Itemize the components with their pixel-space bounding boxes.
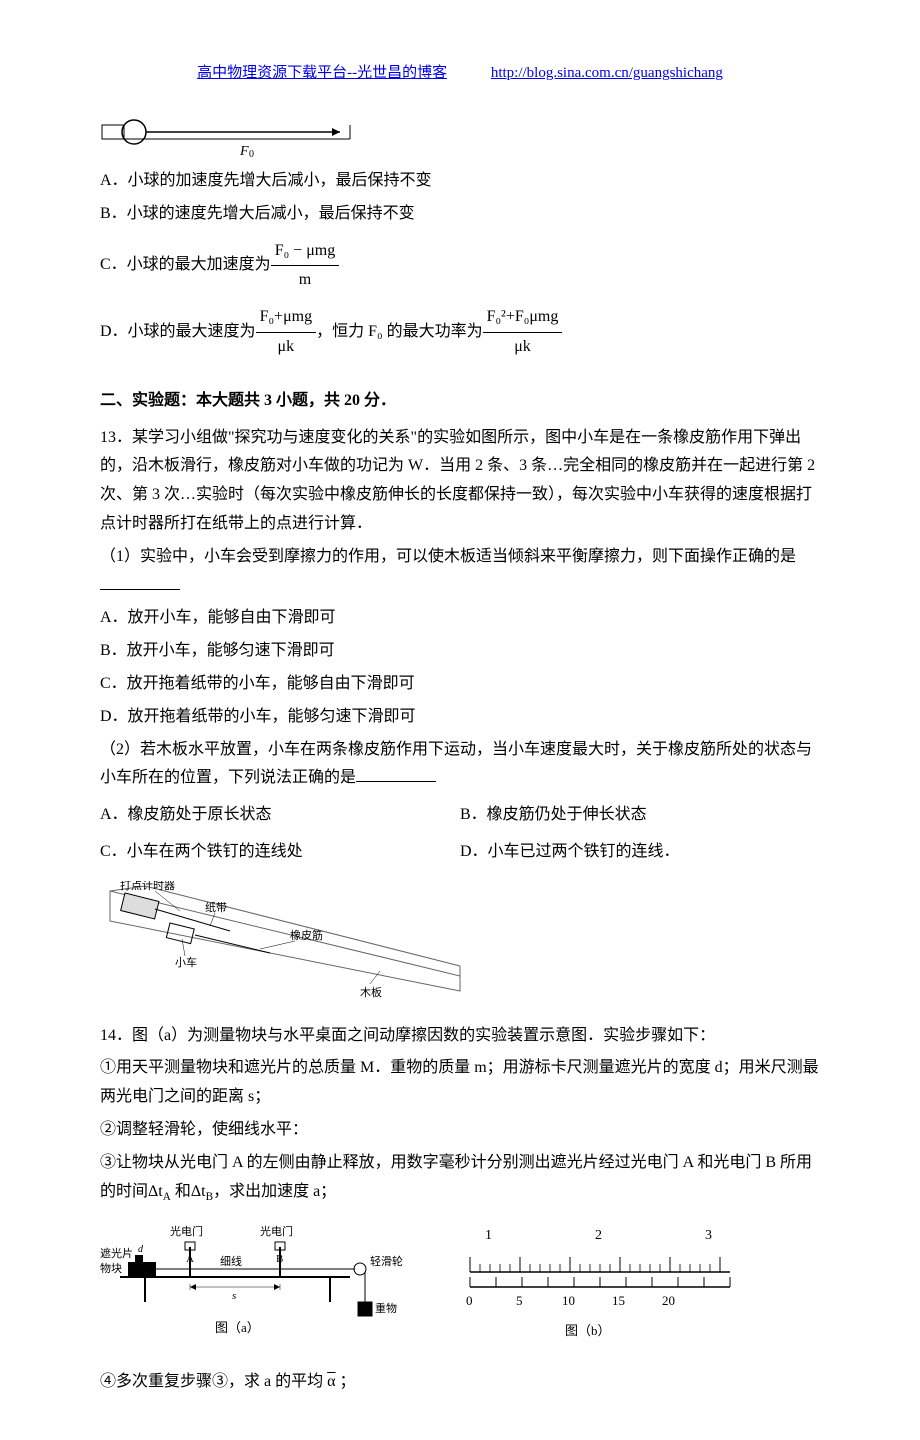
svg-text:物块: 物块 [100, 1261, 122, 1275]
option-C-prefix: C．小球的最大加速度为 [100, 251, 271, 280]
q13-option-B2: B．橡皮筋仍处于伸长状态 [460, 801, 820, 830]
svg-text:0: 0 [249, 149, 254, 157]
header-link-left[interactable]: 高中物理资源下载平台--光世昌的博客 [197, 65, 447, 81]
svg-text:图（b）: 图（b） [565, 1323, 611, 1338]
page-header: 高中物理资源下载平台--光世昌的博客 http://blog.sina.com.… [100, 60, 820, 87]
svg-text:光电门: 光电门 [260, 1224, 293, 1238]
svg-text:B: B [276, 1253, 283, 1265]
q13-part1-prefix: （1）实验中，小车会受到摩擦力的作用，可以使木板适当倾斜来平衡摩擦力，则下面操作… [100, 548, 796, 565]
q13-option-C2: C．小车在两个铁钉的连线处 [100, 838, 460, 867]
q13-option-A2: A．橡皮筋处于原长状态 [100, 801, 460, 830]
q14-step4: ④多次重复步骤③，求 a 的平均 α ； [100, 1368, 820, 1397]
q14-step4-alpha: α [327, 1373, 335, 1390]
option-D-prefix: D．小球的最大速度为 [100, 318, 256, 347]
diagram-b: 1 2 3 0 5 10 15 20 图（b） [450, 1217, 750, 1358]
q13-part1: （1）实验中，小车会受到摩擦力的作用，可以使木板适当倾斜来平衡摩擦力，则下面操作… [100, 543, 820, 601]
label-rubber: 橡皮筋 [290, 928, 323, 942]
svg-text:20: 20 [662, 1293, 675, 1308]
force-diagram: F 0 [100, 117, 820, 157]
option-C-fraction: F₀ − μmg m [271, 237, 340, 296]
label-board: 木板 [360, 985, 382, 999]
q14-step4-prefix: ④多次重复步骤③，求 a 的平均 [100, 1373, 323, 1390]
option-C: C．小球的最大加速度为 F₀ − μmg m [100, 237, 820, 296]
q13-part2-prefix: （2）若木板水平放置，小车在两条橡皮筋作用下运动，当小车速度最大时，关于橡皮筋所… [100, 741, 812, 787]
q13-option-D: D．放开拖着纸带的小车，能够匀速下滑即可 [100, 703, 820, 732]
option-A: A．小球的加速度先增大后减小，最后保持不变 [100, 167, 820, 196]
svg-text:15: 15 [612, 1293, 625, 1308]
svg-text:A: A [186, 1253, 194, 1265]
experiment-diagrams: 遮光片 物块 光电门 A 光电门 B 细线 轻滑轮 重物 d s 图（a） [100, 1217, 820, 1358]
q14-stem: 14．图（a）为测量物块与水平桌面之间动摩擦因数的实验装置示意图．实验步骤如下： [100, 1022, 820, 1051]
q14-step3-text: ③让物块从光电门 A 的左侧由静止释放，用数字毫秒计分别测出遮光片经过光电门 A… [100, 1154, 812, 1200]
svg-text:F: F [239, 144, 249, 157]
option-D-fraction1: F₀+μmg μk [256, 303, 317, 362]
label-tape: 纸带 [205, 901, 227, 914]
option-B: B．小球的速度先增大后减小，最后保持不变 [100, 200, 820, 229]
svg-text:光电门: 光电门 [170, 1224, 203, 1238]
option-D-fraction2: F₀²+F₀μmg μk [483, 303, 563, 362]
header-link-right[interactable]: http://blog.sina.com.cn/guangshichang [491, 65, 723, 81]
q13-stem: 13．某学习小组做"探究功与速度变化的关系"的实验如图所示，图中小车是在一条橡皮… [100, 424, 820, 539]
q14-step4-end: ； [340, 1373, 356, 1390]
svg-text:1: 1 [485, 1228, 492, 1243]
svg-text:轻滑轮: 轻滑轮 [370, 1254, 403, 1268]
blank-2 [356, 781, 436, 782]
svg-text:图（a）: 图（a） [215, 1320, 260, 1335]
svg-text:细线: 细线 [220, 1254, 242, 1268]
q13-option-D2: D．小车已过两个铁钉的连线． [460, 838, 820, 867]
q14-step1: ①用天平测量物块和遮光片的总质量 M．重物的质量 m；用游标卡尺测量遮光片的宽度… [100, 1054, 820, 1112]
option-D-mid: ，恒力 F₀ 的最大功率为 [316, 318, 482, 347]
label-timer: 打点计时器 [120, 881, 175, 892]
q14-step3: ③让物块从光电门 A 的左侧由静止释放，用数字毫秒计分别测出遮光片经过光电门 A… [100, 1149, 820, 1207]
svg-text:d: d [138, 1244, 144, 1255]
q13-option-C: C．放开拖着纸带的小车，能够自由下滑即可 [100, 670, 820, 699]
section-2-title: 二、实验题：本大题共 3 小题，共 20 分． [100, 387, 820, 416]
svg-text:3: 3 [705, 1228, 712, 1243]
diagram-a: 遮光片 物块 光电门 A 光电门 B 细线 轻滑轮 重物 d s 图（a） [100, 1217, 410, 1358]
svg-text:10: 10 [562, 1293, 575, 1308]
q13-part2: （2）若木板水平放置，小车在两条橡皮筋作用下运动，当小车速度最大时，关于橡皮筋所… [100, 736, 820, 794]
svg-text:重物: 重物 [375, 1301, 397, 1315]
q14-step2: ②调整轻滑轮，使细线水平： [100, 1116, 820, 1145]
blank-1 [100, 589, 180, 590]
q13-option-B: B．放开小车，能够匀速下滑即可 [100, 637, 820, 666]
label-cart: 小车 [175, 955, 197, 969]
q13-options-row1: A．橡皮筋处于原长状态 B．橡皮筋仍处于伸长状态 [100, 797, 820, 834]
q13-options-row2: C．小车在两个铁钉的连线处 D．小车已过两个铁钉的连线． [100, 834, 820, 871]
ramp-diagram: 打点计时器 纸带 橡皮筋 小车 木板 [100, 881, 820, 1012]
svg-text:遮光片: 遮光片 [100, 1246, 133, 1260]
q13-option-A: A．放开小车，能够自由下滑即可 [100, 604, 820, 633]
svg-text:2: 2 [595, 1228, 602, 1243]
svg-text:0: 0 [466, 1293, 473, 1308]
svg-text:5: 5 [516, 1293, 523, 1308]
svg-text:s: s [232, 1290, 236, 1302]
option-D: D．小球的最大速度为 F₀+μmg μk ，恒力 F₀ 的最大功率为 F₀²+F… [100, 303, 820, 362]
